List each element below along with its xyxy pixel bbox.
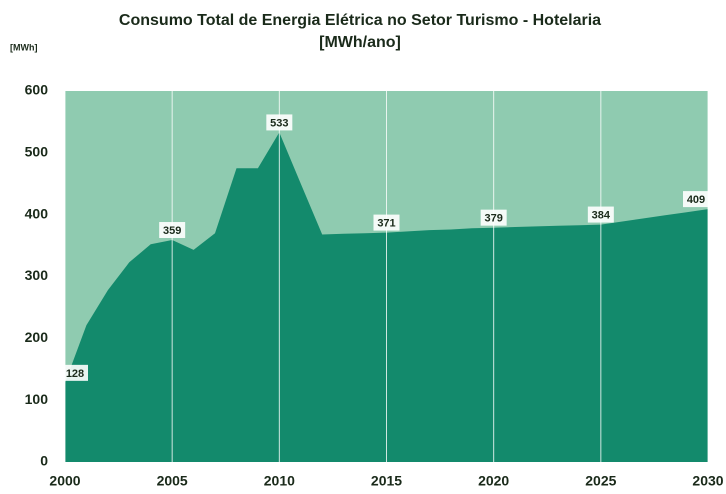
value-label-box — [266, 114, 293, 131]
x-tick-label: 2005 — [157, 473, 188, 489]
x-tick-label: 2000 — [49, 473, 80, 489]
value-label: 379 — [484, 213, 502, 225]
y-tick-label: 300 — [25, 267, 49, 283]
value-label: 359 — [163, 225, 181, 237]
y-tick-label: 600 — [25, 82, 49, 98]
value-label-box — [683, 191, 709, 208]
value-label: 533 — [270, 117, 288, 129]
x-tick-label: 2010 — [264, 473, 295, 489]
x-tick-label: 2025 — [585, 473, 616, 489]
chart-subtitle: [MWh/ano] — [319, 34, 401, 51]
y-axis-label: [MWh] — [10, 42, 37, 52]
value-label: 371 — [377, 218, 395, 230]
y-tick-label: 500 — [25, 144, 49, 160]
value-label-box — [373, 214, 400, 231]
x-tick-label: 2015 — [371, 473, 402, 489]
y-tick-label: 400 — [25, 205, 49, 221]
value-label: 128 — [66, 368, 84, 380]
value-label-box — [480, 209, 507, 226]
y-tick-label: 0 — [40, 453, 48, 469]
value-label-box — [587, 206, 614, 223]
x-tick-label: 2020 — [478, 473, 509, 489]
value-label-box — [62, 364, 88, 381]
value-label: 384 — [592, 209, 611, 221]
x-tick-label: 2030 — [692, 473, 723, 489]
value-label-box — [159, 222, 186, 239]
y-tick-label: 200 — [25, 329, 49, 345]
value-label: 409 — [687, 194, 705, 206]
y-tick-label: 100 — [25, 391, 49, 407]
chart-title: Consumo Total de Energia Elétrica no Set… — [119, 12, 601, 29]
